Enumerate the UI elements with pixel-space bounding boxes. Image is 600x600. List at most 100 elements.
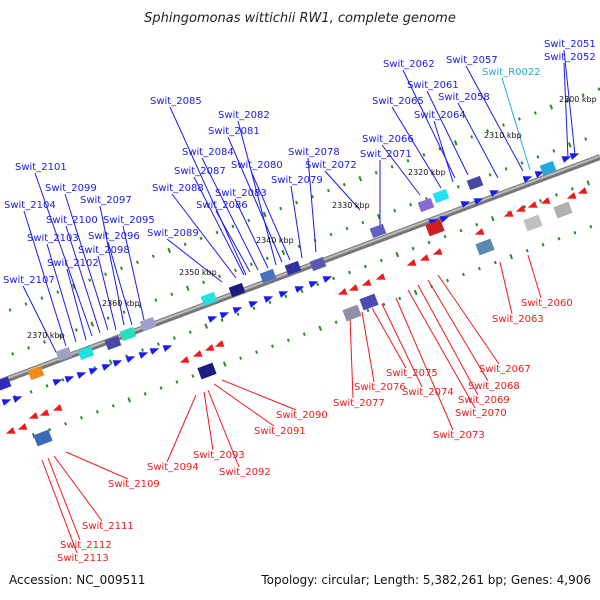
gene-label-swit-2087[interactable]: Swit_2087 <box>174 166 226 177</box>
gene-label-swit-2081[interactable]: Swit_2081 <box>208 126 260 137</box>
gene-arrow <box>561 156 572 163</box>
gene-label-swit-2066[interactable]: Swit_2066 <box>362 134 414 145</box>
gene-label-swit-2090[interactable]: Swit_2090 <box>276 410 328 421</box>
tick-dot <box>202 280 206 285</box>
feature-block <box>359 293 379 311</box>
gene-label-swit-2102[interactable]: Swit_2102 <box>47 258 99 269</box>
gene-arrow <box>540 197 551 204</box>
feature-glyphs <box>0 153 588 447</box>
gene-label-swit-2065[interactable]: Swit_2065 <box>372 96 424 107</box>
kbp-tick-label: 2340 kbp <box>256 236 294 245</box>
gene-label-swit-2074[interactable]: Swit_2074 <box>402 387 454 398</box>
gene-arrow <box>566 192 577 199</box>
gene-label-swit-2078[interactable]: Swit_2078 <box>288 147 340 158</box>
gene-arrow <box>39 409 50 416</box>
gene-label-swit-2068[interactable]: Swit_2068 <box>468 381 520 392</box>
feature-block <box>0 376 12 392</box>
gene-label-swit-r0022[interactable]: Swit_R0022 <box>482 67 541 78</box>
leader-line <box>65 451 129 480</box>
tick-dot <box>48 427 52 432</box>
gene-label-swit-2069[interactable]: Swit_2069 <box>458 395 510 406</box>
gene-label-swit-2057[interactable]: Swit_2057 <box>446 55 498 66</box>
tick-dot <box>295 200 299 205</box>
gene-label-swit-2113[interactable]: Swit_2113 <box>57 553 109 564</box>
leader-line <box>221 379 297 411</box>
tick-dot <box>411 246 415 251</box>
gene-label-swit-2088[interactable]: Swit_2088 <box>152 183 204 194</box>
leader-line <box>193 176 245 276</box>
tick-dot <box>345 226 349 231</box>
gene-label-swit-2080[interactable]: Swit_2080 <box>231 160 283 171</box>
gene-label-swit-2061[interactable]: Swit_2061 <box>407 80 459 91</box>
gene-label-swit-2051[interactable]: Swit_2051 <box>544 39 596 50</box>
gene-label-swit-2109[interactable]: Swit_2109 <box>108 479 160 490</box>
gene-label-swit-2060[interactable]: Swit_2060 <box>521 298 573 309</box>
gene-label-swit-2075[interactable]: Swit_2075 <box>386 368 438 379</box>
gene-label-swit-2082[interactable]: Swit_2082 <box>218 110 270 121</box>
gene-label-swit-2072[interactable]: Swit_2072 <box>305 160 357 171</box>
gene-label-swit-2083[interactable]: Swit_2083 <box>215 188 267 199</box>
gene-label-swit-2077[interactable]: Swit_2077 <box>333 398 385 409</box>
gene-label-swit-2084[interactable]: Swit_2084 <box>182 147 234 158</box>
gene-label-swit-2070[interactable]: Swit_2070 <box>455 408 507 419</box>
gene-label-swit-2067[interactable]: Swit_2067 <box>479 364 531 375</box>
gene-label-swit-2112[interactable]: Swit_2112 <box>60 540 112 551</box>
gene-label-swit-2092[interactable]: Swit_2092 <box>219 467 271 478</box>
gene-label-swit-2111[interactable]: Swit_2111 <box>82 521 134 532</box>
gene-label-swit-2076[interactable]: Swit_2076 <box>354 382 406 393</box>
gene-arrow <box>474 228 485 235</box>
leader-line <box>426 90 469 176</box>
gene-arrow <box>138 352 149 359</box>
gene-label-swit-2099[interactable]: Swit_2099 <box>45 183 97 194</box>
gene-arrow <box>527 201 538 208</box>
tick-dot <box>477 266 481 271</box>
tick-dot <box>120 266 123 270</box>
gene-label-swit-2091[interactable]: Swit_2091 <box>254 426 306 437</box>
leader-line <box>215 210 251 273</box>
gene-label-swit-2104[interactable]: Swit_2104 <box>4 200 56 211</box>
tick-dot <box>218 274 222 279</box>
gene-label-swit-2098[interactable]: Swit_2098 <box>78 245 130 256</box>
leader-line <box>381 303 423 388</box>
leader-line <box>23 210 67 347</box>
gene-label-swit-2086[interactable]: Swit_2086 <box>196 200 248 211</box>
gene-label-swit-2101[interactable]: Swit_2101 <box>15 162 67 173</box>
gene-label-swit-2073[interactable]: Swit_2073 <box>433 430 485 441</box>
leader-line <box>395 297 454 431</box>
gene-arrow <box>112 360 123 367</box>
gene-label-swit-2079[interactable]: Swit_2079 <box>271 175 323 186</box>
gene-label-swit-2097[interactable]: Swit_2097 <box>80 195 132 206</box>
gene-label-swit-2052[interactable]: Swit_2052 <box>544 52 596 63</box>
gene-arrow <box>294 286 305 293</box>
tick-dot <box>151 254 155 259</box>
gene-label-swit-2064[interactable]: Swit_2064 <box>414 110 466 121</box>
tick-dot <box>8 308 12 312</box>
gene-label-swit-2100[interactable]: Swit_2100 <box>46 215 98 226</box>
tick-dot <box>462 272 465 277</box>
gene-label-swit-2085[interactable]: Swit_2085 <box>150 96 202 107</box>
gene-label-swit-2089[interactable]: Swit_2089 <box>147 228 199 239</box>
leader-line <box>46 243 77 343</box>
gene-arrow <box>278 291 289 298</box>
gene-label-swit-2062[interactable]: Swit_2062 <box>383 59 435 70</box>
gene-arrow <box>489 190 500 197</box>
gene-arrow <box>432 248 443 255</box>
gene-label-swit-2107[interactable]: Swit_2107 <box>3 275 55 286</box>
gene-label-swit-2063[interactable]: Swit_2063 <box>492 314 544 325</box>
leader-line <box>166 394 197 463</box>
tick-dot <box>589 225 593 229</box>
gene-label-swit-2103[interactable]: Swit_2103 <box>27 233 79 244</box>
gene-label-swit-2094[interactable]: Swit_2094 <box>147 462 199 473</box>
tick-dot <box>456 185 460 189</box>
gene-arrow <box>214 340 225 347</box>
gene-label-swit-2071[interactable]: Swit_2071 <box>360 149 412 160</box>
tick-dot <box>502 123 505 127</box>
gene-label-swit-2058[interactable]: Swit_2058 <box>438 92 490 103</box>
tick-dot <box>486 129 490 133</box>
gene-label-swit-2093[interactable]: Swit_2093 <box>193 450 245 461</box>
tick-dot <box>363 264 367 269</box>
gene-label-swit-2095[interactable]: Swit_2095 <box>103 215 155 226</box>
leader-line <box>41 459 78 554</box>
gene-label-swit-2096[interactable]: Swit_2096 <box>88 231 140 242</box>
tick-dot <box>95 410 99 414</box>
